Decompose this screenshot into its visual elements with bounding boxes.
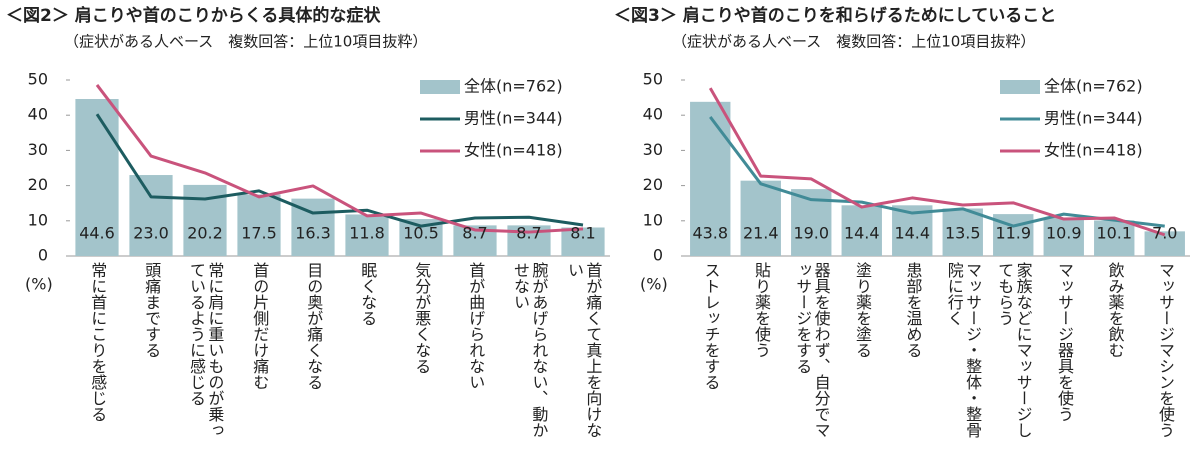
bar [690,101,731,256]
legend-label: 女性(n=418) [464,141,563,160]
x-tick-label: ストレッチをする [701,262,721,390]
x-tick-label: 飲み薬を飲む [1105,262,1125,358]
legend-label: 男性(n=344) [1044,109,1143,128]
bar [942,208,983,256]
chart-subtitle: （症状がある人ベース 複数回答：上位10項目抜粋） [672,33,1035,51]
x-tick-label: 頭痛までする [142,262,162,358]
bar [841,205,882,256]
bar [237,194,281,256]
value-label: 8.7 [516,224,541,243]
x-tick-label: 貼り薬を使う [751,262,771,358]
chart-title: ＜図2＞ 肩こりや首のこりからくる具体的な症状 [6,5,381,26]
value-label: 17.5 [241,224,277,243]
y-tick-label: 20 [28,175,48,194]
value-label: 20.2 [187,224,223,243]
y-tick-label: 50 [28,70,48,89]
y-tick-label: 0 [653,246,663,265]
y-tick-label: 10 [643,210,663,229]
value-label: 8.1 [570,224,595,243]
value-label: 11.8 [349,224,385,243]
y-axis-label: (%) [25,275,53,294]
y-tick-label: 40 [643,105,663,124]
x-tick-label: 首が痛くて真上を向けない [565,262,603,438]
legend-label: 全体(n=762) [464,77,563,96]
x-tick-label: 気分が悪くなる [412,262,432,374]
value-label: 19.0 [793,224,829,243]
value-label: 10.5 [403,224,439,243]
y-tick-label: 0 [38,246,48,265]
x-tick-label: マッサージ器具を使う [1054,262,1074,422]
x-tick-label: 家族などにマッサージしてもらう [995,262,1033,438]
x-tick-label: マッサージ・整体・整骨院に行く [944,262,983,438]
bar [1043,217,1084,256]
bar [740,180,781,256]
chart-subtitle: （症状がある人ベース 複数回答：上位10項目抜粋） [64,33,427,51]
legend-label: 全体(n=762) [1044,77,1143,96]
x-tick-label: 患部を温める [903,262,923,358]
legend-swatch [420,80,460,94]
x-tick-label: 塗り薬を塗る [852,262,872,358]
x-tick-label: 首の片側だけ痛む [250,262,270,390]
value-label: 16.3 [295,224,331,243]
value-label: 43.8 [692,224,728,243]
y-tick-label: 30 [643,140,663,159]
x-tick-label: 眠くなる [358,262,378,326]
bar [129,175,173,256]
line [708,87,1166,237]
value-label: 21.4 [743,224,779,243]
x-tick-label: マッサージマシンを使う [1155,262,1175,438]
bar [561,227,605,256]
line [95,84,584,234]
legend-swatch [1000,80,1040,94]
y-axis-label: (%) [640,275,668,294]
chart-title: ＜図3＞ 肩こりや首のこりを和らげるためにしていること [614,5,1056,26]
y-tick-label: 20 [643,175,663,194]
y-tick-label: 30 [28,140,48,159]
y-tick-label: 50 [643,70,663,89]
y-tick-label: 40 [28,105,48,124]
value-label: 11.9 [995,224,1031,243]
x-tick-label: 器具を使わず、自分でマッサージをする [793,262,831,438]
x-tick-label: 首が曲げられない [466,262,486,390]
value-label: 14.4 [844,224,880,243]
x-tick-label: 常に肩に重いものが乗っているように感じる [187,262,225,438]
bar [1094,220,1135,256]
y-tick-label: 10 [28,210,48,229]
value-label: 7.0 [1152,224,1177,243]
line [95,113,584,228]
bar [75,99,119,257]
value-label: 44.6 [79,224,115,243]
x-tick-label: 目の奥が痛くなる [304,262,324,390]
x-tick-label: 常に首にこりを感じる [88,262,108,422]
legend-label: 女性(n=418) [1044,141,1143,160]
value-label: 13.5 [945,224,981,243]
value-label: 10.9 [1046,224,1082,243]
value-label: 14.4 [894,224,930,243]
x-tick-label: 腕があげられない、動かせない [511,262,549,438]
bar [345,214,389,256]
legend-label: 男性(n=344) [464,109,563,128]
value-label: 10.1 [1096,224,1132,243]
value-label: 23.0 [133,224,169,243]
value-label: 8.7 [462,224,487,243]
bar [1144,231,1185,256]
